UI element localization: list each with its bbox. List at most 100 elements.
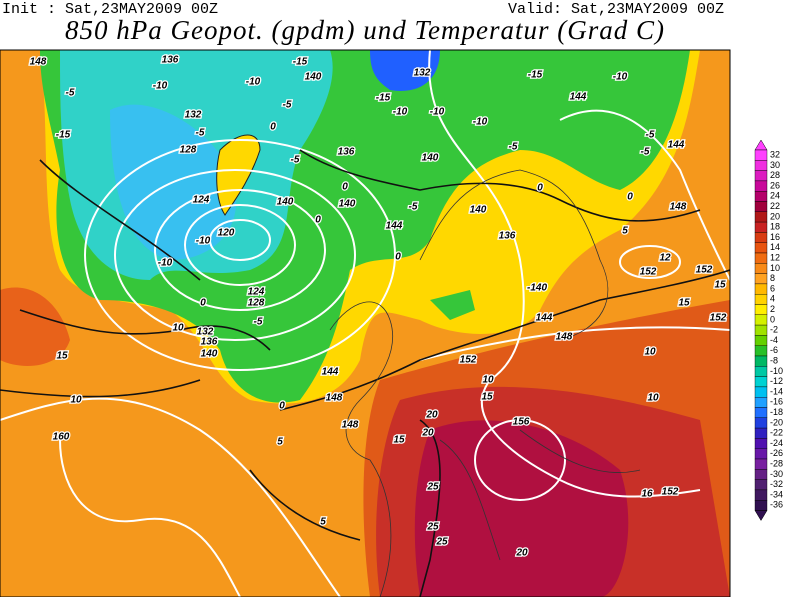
colorbar-swatch <box>754 427 768 439</box>
isotherms <box>0 149 730 597</box>
colorbar-swatch <box>754 201 768 213</box>
contour-label: -10 <box>158 258 173 269</box>
contour-label: 132 <box>197 327 214 338</box>
colorbar-label: 10 <box>770 263 780 273</box>
colorbar-label: 26 <box>770 180 780 190</box>
contour-label: 12 <box>659 253 671 264</box>
colorbar-swatch <box>754 500 768 511</box>
colorbar-label: -2 <box>770 325 778 335</box>
colorbar-label: 24 <box>770 191 780 201</box>
colorbar-swatch <box>754 458 768 470</box>
contour-label: 16 <box>641 489 653 500</box>
contour-label: 0 <box>342 182 348 193</box>
contour-label: 136 <box>162 55 179 66</box>
colorbar-label: 6 <box>770 283 775 293</box>
contour-label: 144 <box>570 92 587 103</box>
contour-label: 156 <box>513 417 530 428</box>
contour-label: 148 <box>342 420 359 431</box>
contour-label: -10 <box>473 117 488 128</box>
colorbar-top-arrow <box>754 139 768 151</box>
contour-label: 148 <box>556 332 573 343</box>
colorbar-label: -24 <box>770 438 783 448</box>
contour-label: -15 <box>376 93 391 104</box>
contour-label: 144 <box>668 140 685 151</box>
colorbar-label: 20 <box>770 211 780 221</box>
contour-label: 0 <box>200 298 206 309</box>
contour-label: 15 <box>678 298 690 309</box>
colorbar-label: 30 <box>770 160 780 170</box>
valid-time: Valid: Sat,23MAY2009 00Z <box>508 1 724 18</box>
contour-label: -5 <box>196 128 205 139</box>
coastlines <box>329 169 641 597</box>
map-title: 850 hPa Geopot. (gpdm) und Temperatur (G… <box>65 15 665 45</box>
contour-label: 136 <box>201 337 218 348</box>
contour-label: 136 <box>499 231 516 242</box>
colorbar-label: -28 <box>770 459 783 469</box>
colorbar-label: -14 <box>770 386 783 396</box>
contour-label: -5 <box>509 142 518 153</box>
contour-label: -15 <box>293 57 308 68</box>
contour-label: 25 <box>426 482 439 493</box>
contour-label: 152 <box>710 313 727 324</box>
colorbar-swatch <box>754 232 768 243</box>
contour-label: -10 <box>196 236 211 247</box>
contour-label: 15 <box>481 392 493 403</box>
contour-label: -5 <box>254 317 263 328</box>
colorbar-label: -36 <box>770 500 783 510</box>
colorbar-swatch <box>754 324 768 336</box>
colorbar-label: 28 <box>770 170 780 180</box>
contour-label: 5 <box>320 517 326 528</box>
colorbar-swatch <box>754 283 768 295</box>
colorbar-label: 4 <box>770 294 775 304</box>
contour-label: -10 <box>430 107 445 118</box>
colorbar-swatch <box>754 407 768 419</box>
colorbar-swatch <box>754 170 768 182</box>
contour-label: 152 <box>696 265 713 276</box>
colorbar-label: -6 <box>770 345 778 355</box>
colorbar-swatch <box>754 294 768 305</box>
contour-label: 128 <box>248 298 265 309</box>
contour-label: 10 <box>70 395 82 406</box>
contour-label: -5 <box>646 130 655 141</box>
contour-label: 160 <box>53 432 70 443</box>
contour-label: 148 <box>326 393 343 404</box>
contours <box>0 50 730 597</box>
colorbar-label: -32 <box>770 479 783 489</box>
colorbar-label: -34 <box>770 489 783 499</box>
contour-label: 148 <box>670 202 687 213</box>
colorbar-label: -30 <box>770 469 783 479</box>
contour-label: 140 <box>339 199 356 210</box>
contour-label: 140 <box>201 349 218 360</box>
contour-label: -140 <box>527 283 547 294</box>
map-area <box>0 50 730 597</box>
colorbar-swatch <box>754 417 768 429</box>
colorbar-swatch <box>754 263 768 274</box>
contour-label: 10 <box>172 323 184 334</box>
colorbar-label: -8 <box>770 356 778 366</box>
colorbar-bottom-arrow <box>754 510 768 521</box>
contour-label: 0 <box>279 401 285 412</box>
colorbar-swatch <box>754 149 768 161</box>
contour-label: 140 <box>277 197 294 208</box>
contour-label: -5 <box>409 202 418 213</box>
contour-label: 152 <box>460 355 477 366</box>
colorbar-swatch <box>754 273 768 285</box>
colorbar-label: -26 <box>770 448 783 458</box>
contour-label: 10 <box>647 393 659 404</box>
colorbar-swatch <box>754 180 768 192</box>
colorbar-swatch <box>754 376 768 388</box>
colorbar-label: 16 <box>770 232 780 242</box>
colorbar-swatch <box>754 489 768 501</box>
contour-label: 20 <box>421 428 434 439</box>
contour-label: -10 <box>153 81 168 92</box>
contour-label: 0 <box>627 192 633 203</box>
contour-label: -15 <box>56 130 71 141</box>
contour-label: -10 <box>246 77 261 88</box>
colorbar-label: -18 <box>770 407 783 417</box>
contour-label: -5 <box>641 147 650 158</box>
contour-label: 136 <box>338 147 355 158</box>
contour-label: 0 <box>537 183 543 194</box>
contour-label: 10 <box>644 347 656 358</box>
